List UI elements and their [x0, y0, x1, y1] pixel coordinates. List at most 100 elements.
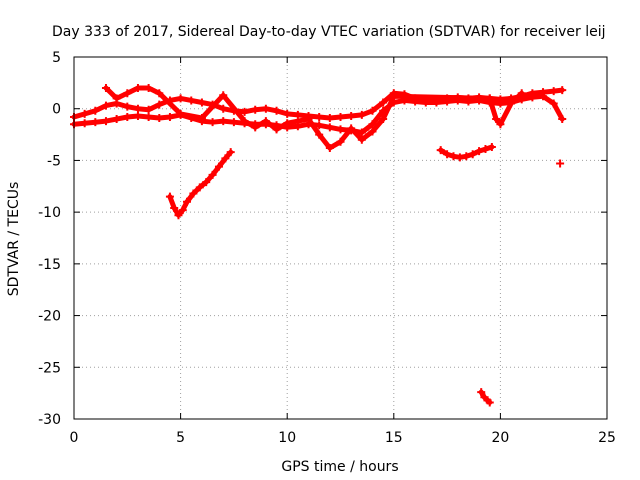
series-drop-arc-5h	[165, 148, 235, 220]
x-tick-label: 25	[598, 430, 616, 446]
data-point	[449, 152, 458, 161]
data-point	[379, 98, 388, 107]
data-point	[189, 189, 198, 198]
series-line	[103, 85, 525, 151]
data-point	[421, 98, 430, 107]
data-point	[475, 147, 484, 156]
data-point	[197, 114, 206, 123]
data-point	[178, 206, 187, 215]
data-point	[187, 96, 196, 105]
data-point	[325, 123, 334, 132]
series-band-arcs	[101, 84, 526, 153]
data-point	[112, 94, 121, 103]
data-point	[123, 112, 132, 121]
data-point	[347, 124, 356, 133]
data-point	[357, 128, 366, 137]
data-point	[133, 111, 142, 120]
x-tick-label: 0	[70, 430, 79, 446]
data-point	[251, 123, 260, 132]
data-point	[101, 117, 110, 126]
data-point	[556, 159, 565, 168]
data-point	[261, 117, 270, 126]
data-point	[219, 117, 228, 126]
data-point	[492, 115, 501, 124]
data-point	[443, 150, 452, 159]
data-point	[336, 137, 345, 146]
data-point	[144, 112, 153, 121]
data-point	[221, 154, 230, 163]
series-outlier-23h	[556, 159, 565, 168]
data-point	[487, 142, 496, 151]
data-point	[347, 111, 356, 120]
data-point	[176, 94, 185, 103]
data-point	[197, 98, 206, 107]
data-point	[315, 112, 324, 121]
chart-title: Day 333 of 2017, Sidereal Day-to-day VTE…	[52, 24, 606, 40]
data-point	[272, 125, 281, 134]
data-point	[336, 112, 345, 121]
data-point	[240, 117, 249, 126]
data-point	[432, 98, 441, 107]
data-point	[91, 118, 100, 127]
y-tick-label: 5	[52, 50, 61, 66]
x-tick-label: 5	[176, 430, 185, 446]
x-tick-label: 10	[278, 430, 296, 446]
data-point	[485, 398, 494, 407]
data-point	[325, 144, 334, 153]
data-point	[477, 388, 486, 397]
data-point	[368, 106, 377, 115]
data-point	[468, 150, 477, 159]
data-point	[80, 119, 89, 128]
data-point	[549, 87, 558, 96]
data-point	[80, 109, 89, 118]
data-point	[293, 110, 302, 119]
data-point	[112, 115, 121, 124]
data-point	[368, 120, 377, 129]
x-axis-title: GPS time / hours	[281, 459, 398, 475]
series-outlier-19h	[477, 388, 494, 407]
data-point	[155, 114, 164, 123]
plot-frame	[73, 56, 608, 420]
data-point	[182, 197, 191, 206]
data-point	[528, 93, 537, 102]
data-point	[507, 99, 516, 108]
data-point	[315, 121, 324, 130]
series-line	[478, 389, 493, 405]
data-point	[123, 89, 132, 98]
data-point	[368, 127, 377, 136]
data-point	[336, 125, 345, 134]
data-point	[101, 84, 110, 93]
data-point	[261, 104, 270, 113]
data-point	[436, 146, 445, 155]
series-arc-18h	[436, 142, 496, 162]
data-point	[155, 89, 164, 98]
data-marks	[70, 84, 567, 407]
data-point	[517, 89, 526, 98]
data-point	[91, 106, 100, 115]
data-point	[219, 91, 228, 100]
data-point	[155, 100, 164, 109]
data-point	[539, 92, 548, 101]
data-point	[133, 104, 142, 113]
data-point	[496, 120, 505, 129]
data-point	[283, 109, 292, 118]
data-point	[379, 115, 388, 124]
data-point	[176, 109, 185, 118]
data-point	[229, 118, 238, 127]
data-point	[315, 130, 324, 139]
data-point	[170, 204, 179, 213]
data-point	[195, 183, 204, 192]
data-point	[558, 115, 567, 124]
data-point	[357, 135, 366, 144]
data-point	[144, 84, 153, 93]
data-point	[485, 94, 494, 103]
data-point	[219, 104, 228, 113]
y-tick-label: -20	[38, 309, 61, 325]
data-point	[325, 114, 334, 123]
data-point	[304, 115, 313, 124]
data-point	[272, 106, 281, 115]
data-point	[283, 119, 292, 128]
data-point	[357, 110, 366, 119]
data-point	[101, 101, 110, 110]
